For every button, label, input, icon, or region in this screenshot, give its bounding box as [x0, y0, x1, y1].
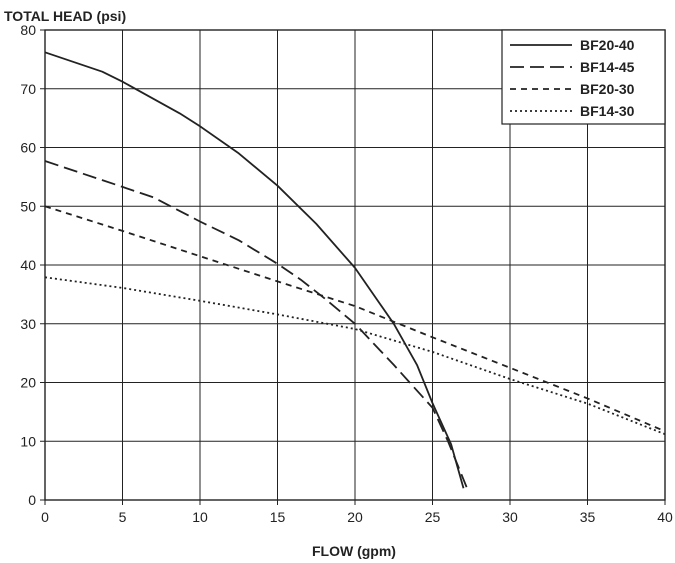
y-tick-label: 50	[20, 198, 36, 214]
y-axis-ticks: 0 10 20 30 40 50 60 70 80	[20, 22, 45, 508]
y-tick-label: 30	[20, 316, 36, 332]
legend: BF20-40 BF14-45 BF20-30 BF14-30	[501, 29, 666, 125]
series-line-bf14-45	[44, 160, 468, 488]
y-tick-label: 10	[20, 433, 36, 449]
x-tick-label: 40	[657, 509, 673, 525]
legend-label: BF14-30	[580, 103, 635, 119]
x-tick-label: 5	[119, 509, 127, 525]
legend-label: BF20-30	[580, 81, 635, 97]
x-tick-label: 20	[347, 509, 363, 525]
x-axis-ticks: 0 5 10 15 20 25 30 35 40	[41, 500, 673, 525]
y-tick-label: 70	[20, 81, 36, 97]
x-tick-label: 0	[41, 509, 49, 525]
y-axis-title: TOTAL HEAD (psi)	[4, 8, 126, 24]
y-tick-label: 60	[20, 140, 36, 156]
x-axis-title: FLOW (gpm)	[312, 543, 396, 559]
x-tick-label: 15	[270, 509, 286, 525]
y-tick-label: 40	[20, 257, 36, 273]
series-line-bf14-30	[44, 276, 666, 436]
x-tick-label: 30	[502, 509, 518, 525]
series-lines	[44, 51, 666, 489]
legend-label: BF20-40	[580, 37, 635, 53]
y-tick-label: 0	[28, 492, 36, 508]
x-tick-label: 25	[425, 509, 441, 525]
x-tick-label: 10	[192, 509, 208, 525]
y-tick-label: 20	[20, 375, 36, 391]
plot-border	[44, 29, 666, 501]
series-line-bf20-40	[44, 51, 465, 489]
x-tick-label: 35	[580, 509, 596, 525]
legend-label: BF14-45	[580, 59, 635, 75]
y-tick-label: 80	[20, 22, 36, 38]
